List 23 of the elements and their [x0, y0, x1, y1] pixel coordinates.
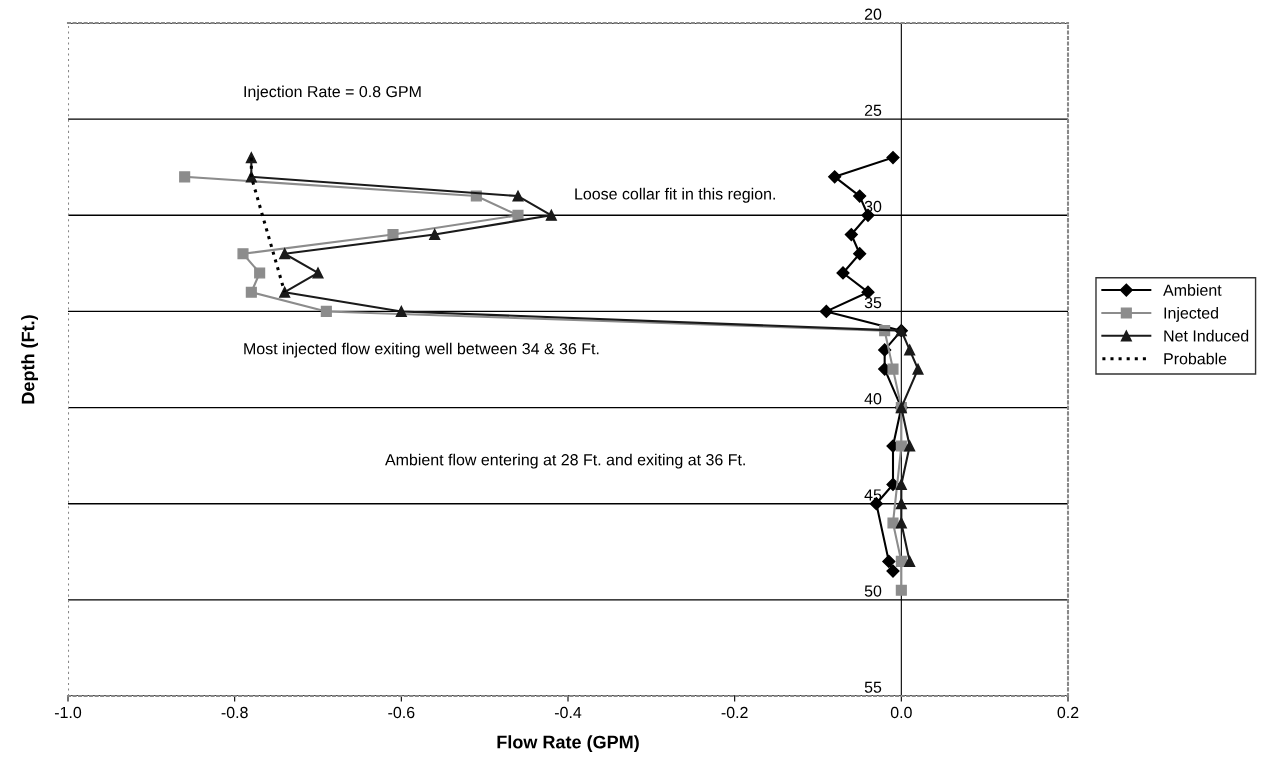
y-tick-label: 25 — [864, 104, 882, 116]
legend-label: Probable — [1164, 352, 1227, 365]
annotation: Ambient flow entering at 28 Ft. and exiting at 36 Ft. — [385, 453, 745, 469]
y-tick-label: 20 — [864, 8, 882, 20]
legend-label: Ambient — [1163, 284, 1222, 296]
y-axis-title: Depth (Ft.) — [21, 315, 38, 404]
y-tick-label: 50 — [864, 585, 882, 597]
y-tick-label: 40 — [864, 393, 882, 405]
annotation: Loose collar fit in this region. — [575, 187, 775, 203]
annotation: Injection Rate = 0.8 GPM — [244, 85, 421, 101]
x-tick-label: 0.0 — [890, 706, 912, 719]
legend-label: Net Induced — [1164, 329, 1249, 342]
x-tick-label: -0.2 — [721, 706, 748, 719]
x-tick-label: 0.2 — [1057, 706, 1079, 719]
y-tick-label: 35 — [864, 296, 882, 309]
x-tick-label: -0.4 — [554, 706, 582, 719]
x-tick-label: -1.0 — [54, 706, 82, 719]
x-tick-label: -0.6 — [388, 706, 415, 719]
y-tick-label: 55 — [864, 681, 882, 693]
legend-label: Injected — [1164, 306, 1218, 322]
x-tick-label: -0.8 — [221, 706, 248, 719]
x-axis-title: Flow Rate (GPM) — [497, 735, 639, 753]
annotation: Most injected flow exiting well between 34 & 36 Ft. — [244, 342, 599, 358]
